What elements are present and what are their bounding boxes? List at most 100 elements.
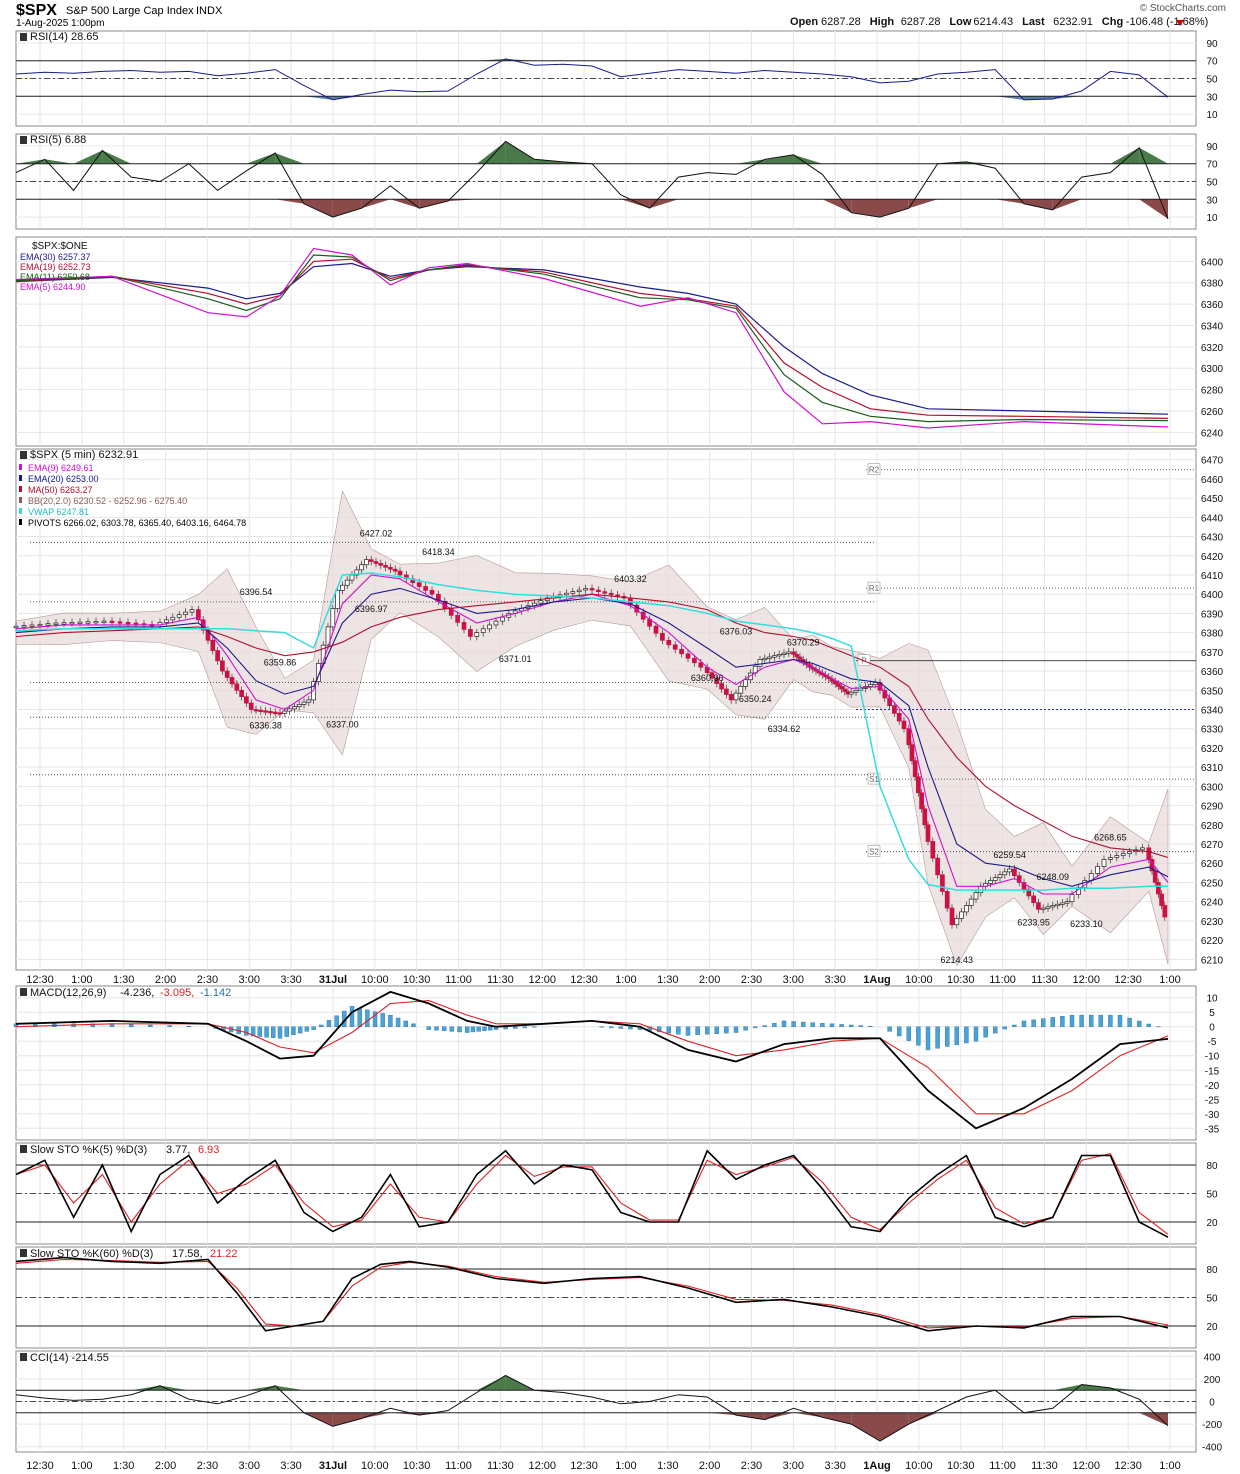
candle-body (220, 660, 225, 672)
rsi14-oversold (332, 96, 362, 100)
macd-histogram-bar (609, 1026, 614, 1029)
candle-body (1036, 902, 1041, 910)
time-axis-label: 10:30 (403, 1460, 431, 1472)
candle-body (429, 590, 435, 595)
time-axis-label: 11:30 (1031, 1460, 1058, 1472)
macd-histogram-bar (277, 1026, 283, 1039)
y-tick-label: 6450 (1201, 494, 1224, 505)
candle-body (767, 656, 772, 659)
rsi5-overbought (505, 141, 535, 164)
sto5-k-line (15, 1149, 1169, 1238)
panel-rsi5: 90 70 50 30 10 RSI(5) 6.88 (15, 133, 1218, 230)
candle-body (368, 559, 374, 562)
candle-body (354, 569, 360, 576)
sto60-legend-icon (20, 1249, 27, 1257)
price-legend-swatch (19, 519, 22, 525)
y-tick-label: -20 (1205, 1081, 1220, 1092)
macd-histogram-bar (372, 1011, 378, 1027)
rsi5-label: RSI(5) 6.88 (30, 134, 86, 146)
pivot-label-box (867, 845, 881, 857)
candle-body (836, 683, 841, 687)
macd-histogram-bar (441, 1026, 447, 1031)
candle-body (183, 611, 188, 616)
y-tick-label: 30 (1206, 195, 1218, 206)
y-tick-label: 6320 (1201, 343, 1224, 354)
ohlc-label-low: Low (949, 16, 971, 28)
y-tick-label: 6350 (1201, 686, 1224, 697)
rsi14-oversold (304, 96, 333, 100)
macd-histogram-bar (284, 1026, 289, 1037)
y-tick-label: 80 (1206, 1265, 1218, 1276)
macd-histogram-bar (411, 1023, 416, 1027)
price-indicator-2 (15, 587, 1169, 887)
time-axis-label: 11:00 (445, 1460, 472, 1472)
cci-overbought (476, 1375, 506, 1391)
cci-oversold (707, 1412, 736, 1416)
cci-oversold (851, 1412, 880, 1442)
price-indicator-3 (15, 593, 1169, 859)
macd-histogram-bar (1088, 1014, 1094, 1027)
candle-body (69, 622, 75, 625)
macd-histogram-bar (449, 1026, 455, 1032)
candle-body (853, 689, 859, 693)
macd-histogram-bar (1079, 1014, 1084, 1027)
candle-body (912, 760, 918, 778)
macd-histogram-bar (724, 1026, 729, 1034)
sto60-k: 17.58, (172, 1248, 203, 1260)
candle-body (772, 655, 777, 658)
macd-histogram-bar (90, 1023, 96, 1027)
macd-histogram-bar (714, 1026, 719, 1034)
candle-body (922, 808, 928, 826)
panel-sto60: 80 50 20 Slow STO %K(60) %D(3) 17.58, 21.22 (15, 1246, 1218, 1349)
macd-histogram-bar (167, 1025, 172, 1027)
candle-body (757, 659, 763, 667)
y-tick-label: 6430 (1201, 533, 1224, 544)
time-axis-label: 12:30 (1114, 1460, 1142, 1472)
macd-histogram-bar (868, 1025, 873, 1027)
rsi5-overbought (246, 153, 276, 164)
macd-histogram-bar (532, 1026, 537, 1028)
candle-body (709, 672, 715, 679)
macd-histogram-bar (1146, 1023, 1152, 1027)
time-axis-label: 2:00 (155, 1460, 176, 1472)
candle-body (1007, 868, 1012, 873)
price-legend-1: EMA(20) 6253.00 (28, 474, 99, 484)
y-tick-label: 20 (1206, 1218, 1218, 1229)
price-annotation: 6268.65 (1094, 833, 1127, 843)
candle-body (378, 563, 384, 566)
time-axis-label: 2:00 (699, 974, 720, 986)
candle-body (1031, 895, 1036, 903)
candle-body (1026, 888, 1032, 897)
time-axis-label: 1:00 (1159, 974, 1180, 986)
macd-histogram-bar (186, 1025, 192, 1027)
macd-histogram-bar (128, 1024, 134, 1027)
time-axis-label: 31Jul (319, 974, 347, 986)
macd-histogram-bar (1098, 1014, 1104, 1027)
time-axis-label: 1:30 (657, 974, 678, 986)
macd-histogram-bar (657, 1026, 662, 1033)
y-tick-label: 6410 (1201, 571, 1224, 582)
macd-histogram-bar (954, 1026, 959, 1045)
candle-body (1101, 859, 1107, 867)
candle-body (685, 653, 691, 659)
candle-body (832, 680, 838, 685)
y-tick-label: -200 (1202, 1420, 1222, 1431)
candle-body (383, 565, 388, 568)
candle-body (1146, 847, 1152, 860)
candle-body (794, 654, 800, 658)
candle-body (248, 702, 254, 710)
candle-body (954, 917, 960, 926)
macd-histogram-bar (1069, 1014, 1075, 1027)
candle-body (1012, 868, 1017, 877)
price-legend-swatch (19, 508, 22, 514)
macd-histogram-bar (666, 1026, 671, 1034)
exchange: INDX (196, 5, 223, 17)
candle-body (896, 712, 902, 722)
y-tick-label: 6280 (1201, 386, 1224, 397)
y-tick-label: 10 (1206, 110, 1218, 121)
rsi5-oversold (851, 199, 880, 218)
panel-macd: 10 5 0 -5 -10 -15 -20 -25 -30 -35 MACD(12,26,9) -4.… (13, 985, 1220, 1141)
y-tick-label: 50 (1206, 75, 1218, 86)
time-axis-lower: 12:30 1:00 1:30 2:00 2:30 3:00 3:30 31Jul 10:00 1… (26, 1460, 1180, 1472)
y-tick-label: -30 (1205, 1110, 1220, 1121)
